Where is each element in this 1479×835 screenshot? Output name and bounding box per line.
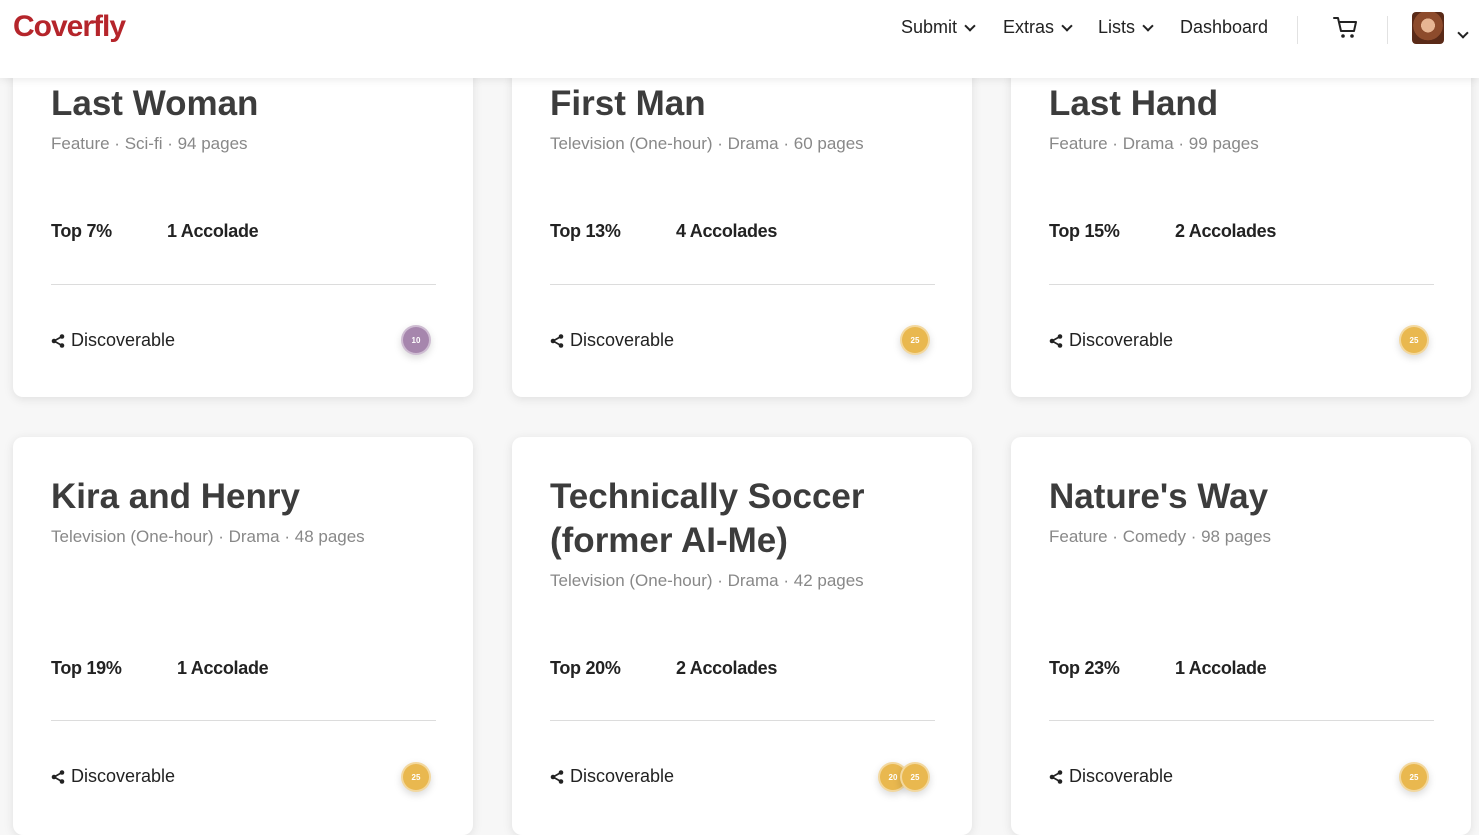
rank-percentile: Top 19% xyxy=(51,658,122,678)
script-meta: Feature · Drama · 99 pages xyxy=(1049,134,1259,153)
script-meta: Television (One-hour) · Drama · 60 pages xyxy=(550,134,864,153)
score-badge[interactable]: 25 xyxy=(1399,762,1429,792)
score-badge[interactable]: 10 xyxy=(401,325,431,355)
rank-percentile: Top 13% xyxy=(550,221,621,241)
discoverable-label: Discoverable xyxy=(570,330,675,350)
share-icon xyxy=(550,769,564,784)
chevron-down-icon xyxy=(964,19,976,32)
share-icon xyxy=(550,333,564,348)
user-avatar[interactable] xyxy=(1412,12,1444,44)
script-card[interactable]: Technically Soccer (former AI-Me) Televi… xyxy=(512,437,972,835)
nav-dashboard[interactable]: Dashboard xyxy=(1180,17,1268,38)
script-card[interactable]: First Man Television (One-hour) · Drama … xyxy=(512,40,972,397)
score-badge[interactable]: 25 xyxy=(900,325,930,355)
card-divider xyxy=(550,720,935,721)
script-card[interactable]: Kira and Henry Television (One-hour) · D… xyxy=(13,437,473,835)
top-navbar: Coverfly Submit Extras Lists Dashboard xyxy=(0,0,1479,78)
script-title[interactable]: First Man xyxy=(550,84,706,123)
discoverable-toggle[interactable]: Discoverable xyxy=(550,766,674,787)
accolades-count[interactable]: 1 Accolade xyxy=(177,658,269,678)
script-meta: Feature · Sci-fi · 94 pages xyxy=(51,134,248,153)
card-divider xyxy=(51,720,436,721)
discoverable-toggle[interactable]: Discoverable xyxy=(550,330,674,351)
nav-extras[interactable]: Extras xyxy=(1003,17,1073,38)
accolades-count[interactable]: 1 Accolade xyxy=(1175,658,1267,678)
share-icon xyxy=(51,769,65,784)
nav-lists-label: Lists xyxy=(1098,17,1136,37)
script-title[interactable]: Last Woman xyxy=(51,84,259,123)
chevron-down-icon xyxy=(1142,19,1154,32)
coverfly-logo[interactable]: Coverfly xyxy=(13,10,126,43)
rank-percentile: Top 7% xyxy=(51,221,112,241)
nav-divider xyxy=(1297,16,1298,44)
nav-divider xyxy=(1387,16,1388,44)
avatar-menu-chevron[interactable] xyxy=(1456,24,1469,42)
nav-dashboard-label: Dashboard xyxy=(1180,17,1269,37)
nav-lists[interactable]: Lists xyxy=(1098,17,1154,38)
share-icon xyxy=(51,333,65,348)
rank-percentile: Top 23% xyxy=(1049,658,1120,678)
accolades-count[interactable]: 1 Accolade xyxy=(167,221,259,241)
discoverable-label: Discoverable xyxy=(71,330,176,350)
nav-submit-label: Submit xyxy=(901,17,958,37)
score-badge[interactable]: 25 xyxy=(401,762,431,792)
script-title[interactable]: Kira and Henry xyxy=(51,477,300,516)
nav-submit[interactable]: Submit xyxy=(901,17,976,38)
discoverable-toggle[interactable]: Discoverable xyxy=(51,330,175,351)
rank-percentile: Top 15% xyxy=(1049,221,1120,241)
discoverable-label: Discoverable xyxy=(1069,766,1174,786)
card-divider xyxy=(1049,720,1434,721)
chevron-down-icon xyxy=(1061,19,1073,32)
discoverable-toggle[interactable]: Discoverable xyxy=(1049,766,1173,787)
card-divider xyxy=(550,284,935,285)
share-icon xyxy=(1049,333,1063,348)
script-card[interactable]: Last Woman Feature · Sci-fi · 94 pages T… xyxy=(13,40,473,397)
discoverable-label: Discoverable xyxy=(71,766,176,786)
score-badge[interactable]: 25 xyxy=(1399,325,1429,355)
script-meta: Feature · Comedy · 98 pages xyxy=(1049,527,1272,546)
discoverable-toggle[interactable]: Discoverable xyxy=(51,766,175,787)
card-divider xyxy=(1049,284,1434,285)
card-divider xyxy=(51,284,436,285)
discoverable-toggle[interactable]: Discoverable xyxy=(1049,330,1173,351)
discoverable-label: Discoverable xyxy=(1069,330,1174,350)
script-card[interactable]: Last Hand Feature · Drama · 99 pages Top… xyxy=(1011,40,1471,397)
script-title[interactable]: Technically Soccer (former AI-Me) xyxy=(550,477,865,560)
cart-icon[interactable] xyxy=(1333,16,1359,45)
score-badge[interactable]: 25 xyxy=(900,762,930,792)
chevron-down-icon xyxy=(1457,27,1469,39)
discoverable-label: Discoverable xyxy=(570,766,675,786)
share-icon xyxy=(1049,769,1063,784)
accolades-count[interactable]: 2 Accolades xyxy=(1175,221,1277,241)
rank-percentile: Top 20% xyxy=(550,658,621,678)
script-card[interactable]: Nature's Way Feature · Comedy · 98 pages… xyxy=(1011,437,1471,835)
script-title[interactable]: Nature's Way xyxy=(1049,477,1269,516)
script-meta: Television (One-hour) · Drama · 48 pages xyxy=(51,527,365,546)
accolades-count[interactable]: 2 Accolades xyxy=(676,658,778,678)
script-meta: Television (One-hour) · Drama · 42 pages xyxy=(550,571,864,590)
script-title[interactable]: Last Hand xyxy=(1049,84,1219,123)
nav-extras-label: Extras xyxy=(1003,17,1055,37)
accolades-count[interactable]: 4 Accolades xyxy=(676,221,778,241)
